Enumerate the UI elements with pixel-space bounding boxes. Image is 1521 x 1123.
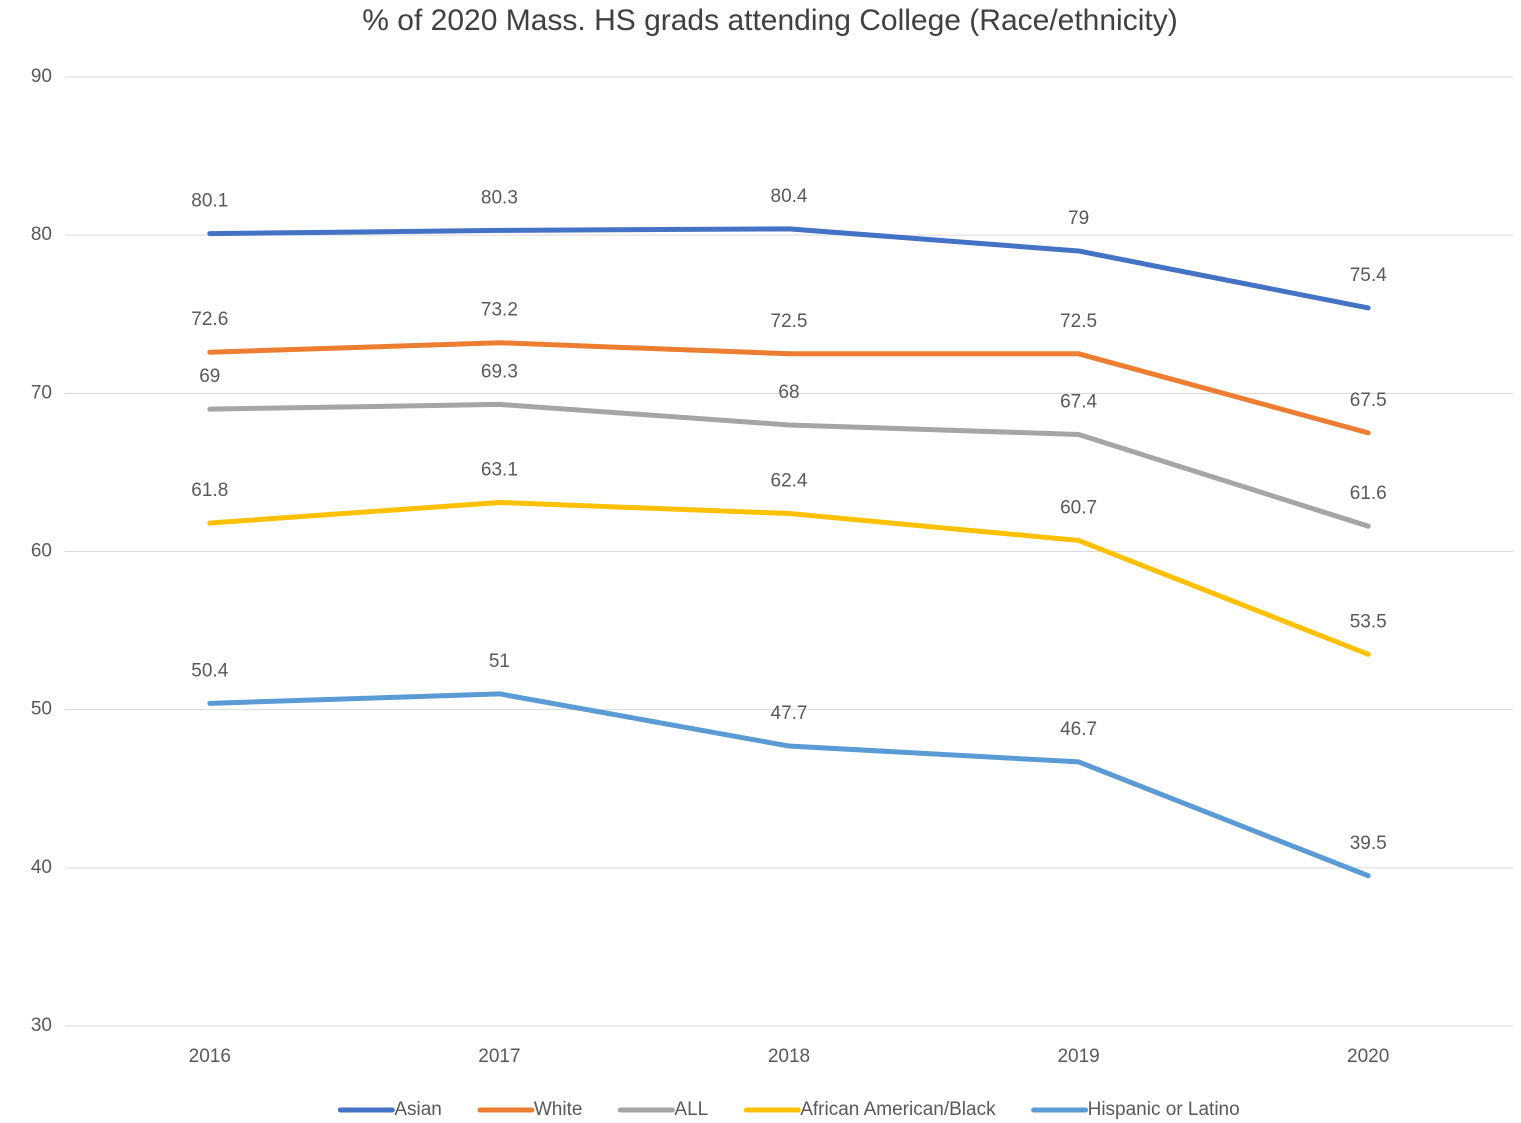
data-label: 60.7 [1060,497,1097,518]
data-label: 69 [199,366,220,387]
data-label: 61.8 [191,480,228,501]
legend-label: African American/Black [800,1099,996,1120]
data-label: 61.6 [1350,483,1387,504]
data-label: 63.1 [481,459,518,480]
data-label: 80.1 [191,191,228,212]
y-tick-label: 50 [31,699,52,720]
legend-label: ALL [674,1099,708,1120]
data-label: 69.3 [481,361,518,382]
legend-label: Hispanic or Latino [1088,1099,1240,1120]
legend-label: White [534,1099,583,1120]
x-tick-label: 2016 [189,1046,231,1067]
data-label: 80.4 [771,186,808,207]
x-tick-label: 2017 [478,1046,520,1067]
y-tick-label: 60 [31,541,52,562]
y-tick-label: 80 [31,224,52,245]
x-tick-label: 2018 [768,1046,810,1067]
x-tick-label: 2019 [1057,1046,1099,1067]
data-label: 72.5 [771,311,808,332]
data-label: 75.4 [1350,265,1387,286]
data-label: 67.4 [1060,391,1097,412]
data-label: 80.3 [481,187,518,208]
data-label: 79 [1068,208,1089,229]
series-line [207,691,1371,879]
data-label: 72.5 [1060,311,1097,332]
y-tick-label: 70 [31,382,52,403]
data-label: 53.5 [1350,611,1387,632]
data-label: 67.5 [1350,390,1387,411]
data-label: 46.7 [1060,719,1097,740]
y-tick-label: 40 [31,857,52,878]
legend-label: Asian [394,1099,442,1120]
data-label: 72.6 [191,309,228,330]
x-tick-label: 2020 [1347,1046,1389,1067]
y-tick-label: 30 [31,1015,52,1036]
series-line [207,340,1371,436]
data-label: 73.2 [481,300,518,321]
data-label: 62.4 [771,471,808,492]
chart-title: % of 2020 Mass. HS grads attending Colle… [362,4,1177,37]
data-label: 50.4 [191,660,228,681]
data-label: 39.5 [1350,833,1387,854]
series-line [207,499,1371,657]
series-line [207,226,1371,311]
data-label: 47.7 [771,703,808,724]
y-tick-label: 90 [31,66,52,87]
data-label: 68 [778,382,799,403]
data-label: 51 [489,651,510,672]
series-line [207,401,1371,529]
